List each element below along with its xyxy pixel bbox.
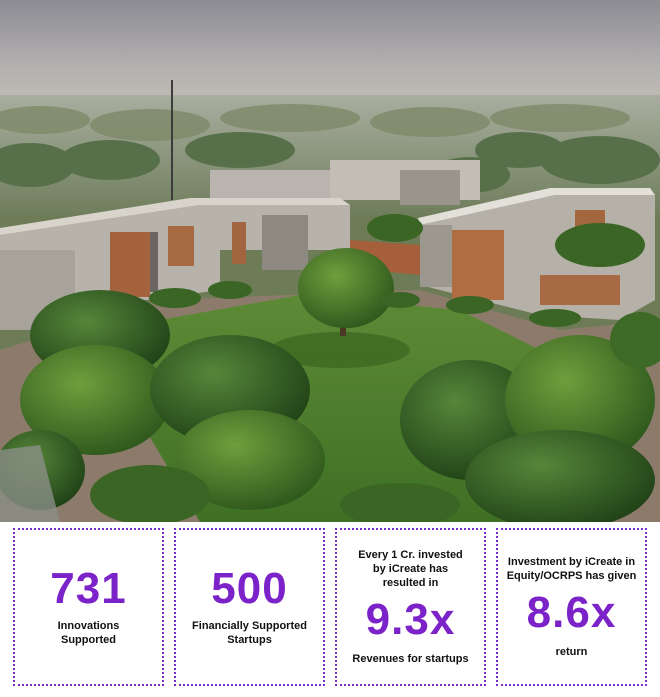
stat-card-innovations: 731 Innovations Supported	[13, 528, 164, 686]
stat-value: 500	[211, 564, 288, 613]
stat-label: Innovations Supported	[57, 620, 120, 646]
stat-card-return: Investment by iCreate in Equity/OCRPS ha…	[496, 528, 647, 686]
campus-aerial-photo-icon	[0, 0, 660, 522]
stat-label: Revenues for startups	[352, 653, 469, 665]
stat-pre-label: Every 1 Cr. invested by iCreate has resu…	[358, 549, 463, 589]
stat-label: return	[555, 646, 588, 658]
stat-value: 731	[50, 564, 127, 613]
stat-value: 8.6x	[526, 588, 617, 637]
stat-pre-label: Investment by iCreate in Equity/OCRPS ha…	[506, 556, 637, 582]
stat-card-startups: 500 Financially Supported Startups	[174, 528, 325, 686]
stats-row: 731 Innovations Supported 500 Financiall…	[13, 528, 647, 686]
stat-card-revenues: Every 1 Cr. invested by iCreate has resu…	[335, 528, 486, 686]
stat-value: 9.3x	[365, 595, 456, 644]
campus-aerial-image	[0, 0, 660, 522]
stat-label: Financially Supported Startups	[192, 620, 307, 646]
